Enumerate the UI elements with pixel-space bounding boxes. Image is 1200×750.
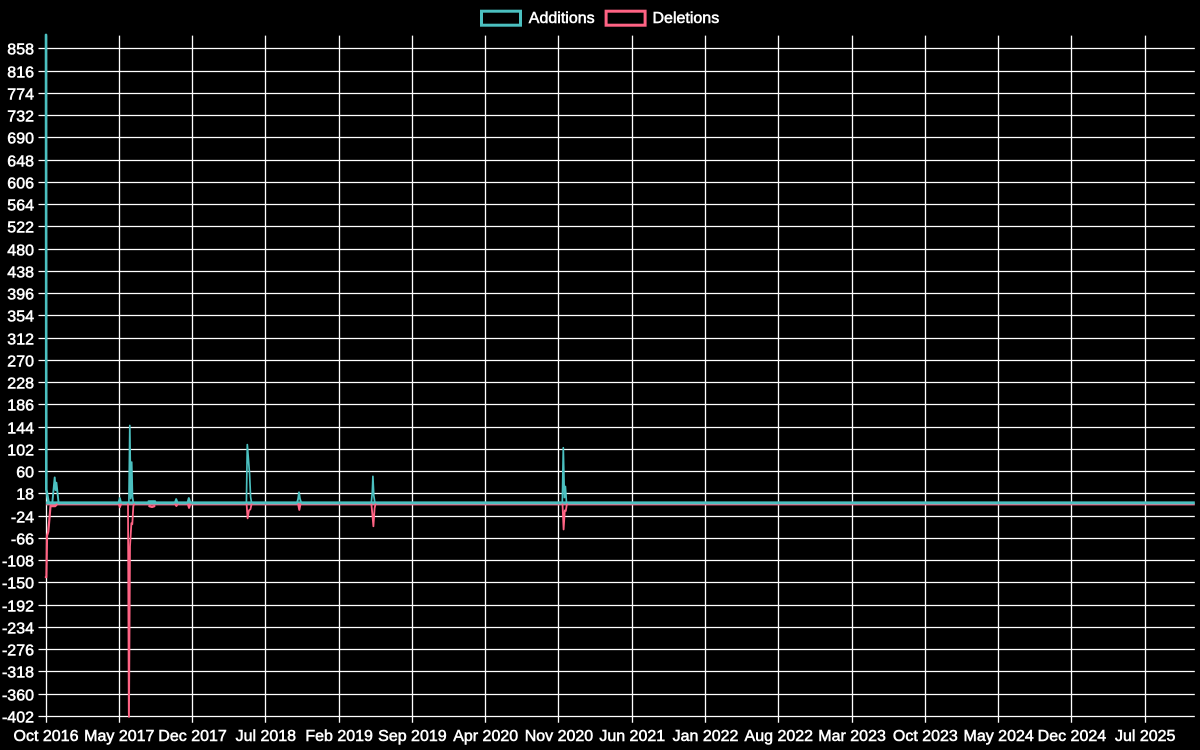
svg-text:564: 564: [7, 197, 34, 214]
svg-text:Jul 2025: Jul 2025: [1115, 728, 1176, 745]
svg-text:774: 774: [7, 86, 34, 103]
svg-text:May 2024: May 2024: [964, 728, 1034, 745]
svg-text:May 2017: May 2017: [84, 728, 154, 745]
svg-text:60: 60: [16, 464, 34, 481]
svg-text:228: 228: [7, 375, 34, 392]
svg-text:-66: -66: [11, 531, 34, 548]
svg-text:816: 816: [7, 64, 34, 81]
svg-text:438: 438: [7, 264, 34, 281]
svg-text:-234: -234: [2, 620, 34, 637]
svg-text:Jun 2021: Jun 2021: [599, 728, 665, 745]
svg-text:732: 732: [7, 108, 34, 125]
svg-text:Dec 2024: Dec 2024: [1038, 728, 1107, 745]
svg-text:-108: -108: [2, 553, 34, 570]
svg-text:Apr 2020: Apr 2020: [453, 728, 518, 745]
svg-text:648: 648: [7, 153, 34, 170]
svg-text:354: 354: [7, 308, 34, 325]
svg-text:-192: -192: [2, 598, 34, 615]
svg-text:Jan 2022: Jan 2022: [673, 728, 739, 745]
svg-text:858: 858: [7, 41, 34, 58]
svg-text:Aug 2022: Aug 2022: [745, 728, 814, 745]
svg-text:102: 102: [7, 442, 34, 459]
svg-text:270: 270: [7, 353, 34, 370]
svg-text:Dec 2017: Dec 2017: [158, 728, 227, 745]
svg-text:18: 18: [16, 486, 34, 503]
svg-text:186: 186: [7, 397, 34, 414]
svg-text:Nov 2020: Nov 2020: [525, 728, 594, 745]
svg-text:-402: -402: [2, 709, 34, 726]
svg-text:312: 312: [7, 331, 34, 348]
svg-text:690: 690: [7, 130, 34, 147]
svg-text:-24: -24: [11, 509, 34, 526]
svg-text:-318: -318: [2, 664, 34, 681]
svg-text:Mar 2023: Mar 2023: [818, 728, 886, 745]
svg-text:Jul 2018: Jul 2018: [236, 728, 297, 745]
svg-text:Sep 2019: Sep 2019: [378, 728, 447, 745]
svg-text:-150: -150: [2, 575, 34, 592]
svg-text:480: 480: [7, 242, 34, 259]
svg-text:-360: -360: [2, 687, 34, 704]
svg-text:Oct 2016: Oct 2016: [14, 728, 79, 745]
svg-text:606: 606: [7, 175, 34, 192]
svg-text:144: 144: [7, 420, 34, 437]
svg-text:Oct 2023: Oct 2023: [893, 728, 958, 745]
svg-text:Deletions: Deletions: [653, 10, 720, 27]
svg-text:522: 522: [7, 219, 34, 236]
svg-text:Additions: Additions: [529, 10, 595, 27]
svg-text:-276: -276: [2, 642, 34, 659]
svg-text:Feb 2019: Feb 2019: [305, 728, 373, 745]
svg-text:396: 396: [7, 286, 34, 303]
